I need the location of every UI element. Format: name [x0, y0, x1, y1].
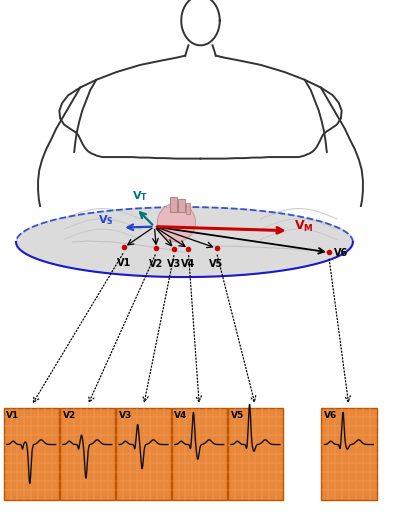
Bar [170, 197, 177, 212]
Text: $\mathbf{V_S}$: $\mathbf{V_S}$ [98, 214, 114, 227]
Text: V3: V3 [167, 259, 182, 269]
Text: V1: V1 [117, 258, 132, 267]
Bar [321, 408, 377, 500]
Bar [186, 203, 190, 214]
Text: $\mathbf{V_M}$: $\mathbf{V_M}$ [294, 219, 313, 234]
Text: V4: V4 [174, 411, 188, 420]
Bar [116, 408, 171, 500]
Text: V5: V5 [231, 411, 244, 420]
Text: V4: V4 [181, 259, 196, 269]
Text: V5: V5 [209, 259, 224, 268]
Bar [4, 408, 59, 500]
Text: V6: V6 [334, 248, 348, 259]
Text: V6: V6 [324, 411, 337, 420]
Text: V2: V2 [63, 411, 76, 420]
Bar [172, 408, 227, 500]
Ellipse shape [157, 203, 196, 242]
Text: V1: V1 [6, 411, 20, 420]
Text: $\mathbf{V_T}$: $\mathbf{V_T}$ [132, 190, 148, 203]
Text: V3: V3 [119, 411, 132, 420]
Bar [60, 408, 115, 500]
Polygon shape [16, 207, 353, 277]
Bar [228, 408, 283, 500]
Bar [178, 199, 185, 212]
Text: V2: V2 [149, 259, 164, 268]
